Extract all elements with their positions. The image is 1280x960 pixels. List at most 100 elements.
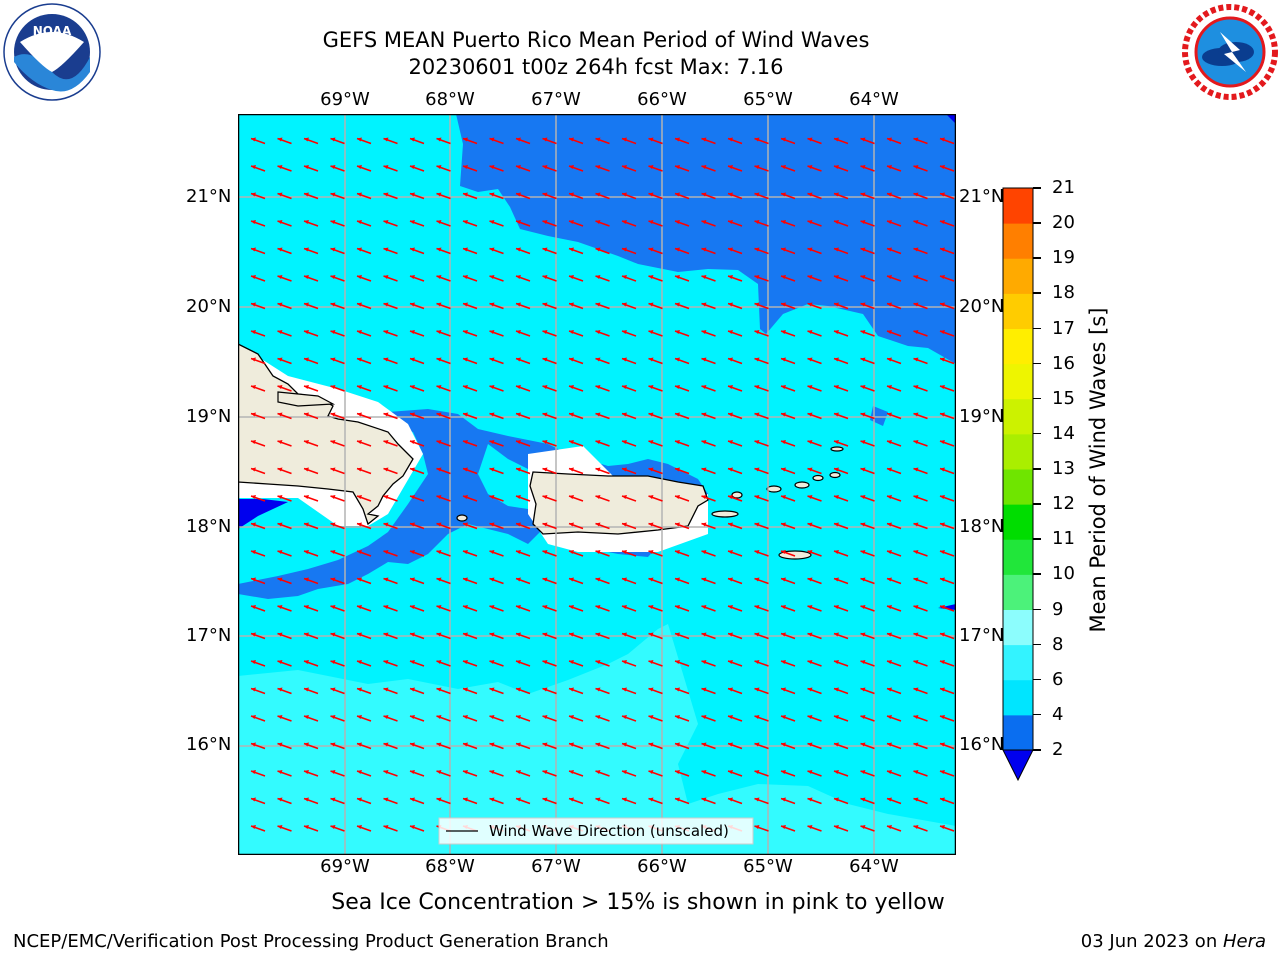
wave-direction-arrowhead — [542, 165, 548, 169]
wave-direction-arrowhead — [834, 522, 839, 527]
wave-direction-arrowhead — [569, 330, 574, 334]
puerto-rico-land — [529, 471, 709, 535]
wave-direction-arrowhead — [648, 385, 654, 389]
wave-direction-arrowhead — [754, 742, 760, 747]
wave-direction-arrowhead — [701, 385, 707, 389]
wave-direction-arrowhead — [701, 275, 707, 279]
wave-direction-arrowhead — [595, 770, 601, 774]
wave-direction-arrowhead — [410, 715, 415, 719]
wave-direction-arrowhead — [463, 192, 468, 197]
wave-direction-arrowhead — [304, 522, 309, 527]
wave-direction-arrowhead — [940, 357, 945, 362]
colorbar-tick-mark — [1033, 292, 1041, 294]
wave-direction-arrowhead — [542, 137, 548, 142]
wave-direction-arrowhead — [728, 330, 733, 334]
wave-direction-arrowhead — [516, 247, 521, 252]
wave-direction-arrowhead — [807, 220, 813, 224]
colorbar-segment — [1003, 574, 1033, 610]
wave-direction-arrowhead — [542, 687, 548, 692]
wave-direction-arrowhead — [489, 440, 495, 444]
wave-direction-arrowhead — [728, 165, 733, 169]
colorbar-segment — [1003, 188, 1033, 224]
wave-direction-arrowhead — [701, 660, 707, 664]
lat-label-left: 21°N — [186, 186, 232, 207]
wave-direction-arrowhead — [754, 302, 760, 307]
wave-direction-arrowhead — [860, 605, 866, 609]
wave-direction-arrowhead — [569, 302, 574, 307]
wave-direction-arrowhead — [622, 715, 627, 719]
wave-direction-arrowhead — [277, 330, 283, 334]
wave-direction-arrowhead — [330, 220, 336, 224]
wave-direction-arrowhead — [807, 412, 813, 417]
wave-direction-arrowhead — [569, 220, 574, 224]
wave-direction-arrowhead — [277, 522, 283, 527]
wave-direction-arrowhead — [860, 770, 866, 774]
wave-direction-arrowhead — [860, 467, 866, 472]
wave-direction-arrowhead — [304, 577, 309, 582]
wave-direction-arrowhead — [357, 467, 362, 472]
colorbar-tick-mark — [1033, 573, 1041, 575]
wave-direction-arrowhead — [489, 770, 495, 774]
wave-direction-arrowhead — [807, 192, 813, 197]
wave-direction-arrowhead — [622, 522, 627, 527]
wave-direction-arrowhead — [940, 825, 945, 829]
wave-direction-arrowhead — [304, 220, 309, 224]
wave-direction-arrowhead — [436, 192, 442, 197]
wave-direction-arrowhead — [754, 247, 760, 252]
wave-direction-arrowhead — [728, 247, 733, 252]
wave-direction-arrowhead — [516, 467, 521, 472]
wave-direction-arrowhead — [357, 275, 362, 279]
wave-direction-arrowhead — [330, 825, 336, 829]
wave-direction-arrowhead — [728, 770, 733, 774]
wave-direction-arrowhead — [622, 687, 627, 692]
wave-direction-arrowhead — [860, 742, 866, 747]
colorbar-tick-label: 11 — [1052, 528, 1075, 550]
wave-direction-arrowhead — [728, 797, 733, 802]
wave-direction-arrowhead — [913, 632, 919, 637]
wave-direction-arrowhead — [622, 275, 627, 279]
map-title: GEFS MEAN Puerto Rico Mean Period of Win… — [322, 28, 870, 52]
wave-direction-arrowhead — [754, 660, 760, 664]
wave-direction-arrowhead — [330, 550, 336, 554]
wave-direction-arrowhead — [834, 605, 839, 609]
wave-direction-arrowhead — [542, 440, 548, 444]
wave-direction-arrowhead — [489, 137, 495, 142]
wave-direction-arrowhead — [622, 605, 627, 609]
wave-direction-arrowhead — [754, 220, 760, 224]
wave-direction-arrowhead — [675, 165, 680, 169]
map-subtitle: 20230601 t00z 264h fcst Max: 7.16 — [408, 55, 784, 79]
wave-direction-arrowhead — [436, 247, 442, 252]
wave-direction-arrowhead — [701, 137, 707, 142]
wave-direction-arrowhead — [887, 715, 892, 719]
colorbar-tick-mark — [1033, 187, 1041, 189]
wave-direction-arrowhead — [489, 797, 495, 802]
wave-direction-arrowhead — [357, 797, 362, 802]
wave-direction-arrowhead — [781, 522, 786, 527]
wave-direction-arrowhead — [542, 192, 548, 197]
wave-direction-arrowhead — [436, 522, 442, 527]
wave-direction-arrowhead — [834, 825, 839, 829]
wave-direction-arrowhead — [357, 742, 362, 747]
tortuga-island — [277, 391, 336, 407]
st-thomas-island — [766, 485, 782, 493]
wave-direction-arrowhead — [648, 687, 654, 692]
wave-direction-arrowhead — [913, 412, 919, 417]
wave-direction-arrowhead — [595, 550, 601, 554]
wave-direction-arrowhead — [410, 137, 415, 142]
wave-direction-arrowhead — [940, 137, 945, 142]
wave-direction-arrowhead — [807, 742, 813, 747]
wave-direction-arrowhead — [887, 495, 892, 499]
wave-direction-arrowhead — [463, 330, 468, 334]
wave-direction-arrowhead — [940, 687, 945, 692]
wave-direction-arrowhead — [860, 715, 866, 719]
wave-direction-arrowhead — [330, 137, 336, 142]
period-below-2-se — [938, 604, 956, 610]
wave-direction-arrowhead — [887, 605, 892, 609]
legend-label: Wind Wave Direction (unscaled) — [489, 822, 729, 840]
colorbar-tick-mark — [1033, 713, 1041, 716]
wave-direction-arrowhead — [330, 385, 336, 389]
wave-direction-arrowhead — [357, 715, 362, 719]
wave-direction-arrowhead — [648, 742, 654, 747]
wave-direction-arrowhead — [781, 797, 786, 802]
lat-label-right: 21°N — [959, 186, 1005, 207]
